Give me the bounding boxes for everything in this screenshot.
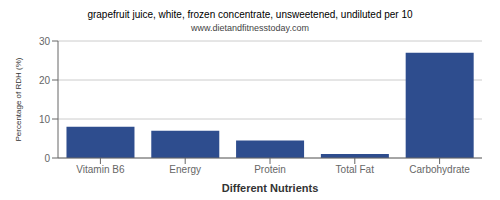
svg-text:20: 20 (39, 75, 51, 86)
svg-text:Energy: Energy (169, 164, 201, 175)
html-text:www.dietandfitnesstoday.com: www.dietandfitnesstoday.com (191, 23, 309, 33)
html-text:grapefruit juice, white, froze: grapefruit juice, white, frozen concentr… (87, 9, 413, 20)
svg-text:Protein: Protein (254, 164, 286, 175)
svg-text:Total Fat: Total Fat (336, 164, 375, 175)
svg-text:Percentage of RDH (%): Percentage of RDH (%) (14, 57, 23, 141)
svg-text:Different Nutrients: Different Nutrients (222, 182, 319, 192)
svg-text:30: 30 (39, 36, 51, 47)
svg-text:Vitamin B6: Vitamin B6 (76, 164, 125, 175)
svg-text:Carbohydrate: Carbohydrate (409, 164, 470, 175)
svg-text:0: 0 (44, 153, 50, 164)
svg-text:10: 10 (39, 114, 51, 125)
